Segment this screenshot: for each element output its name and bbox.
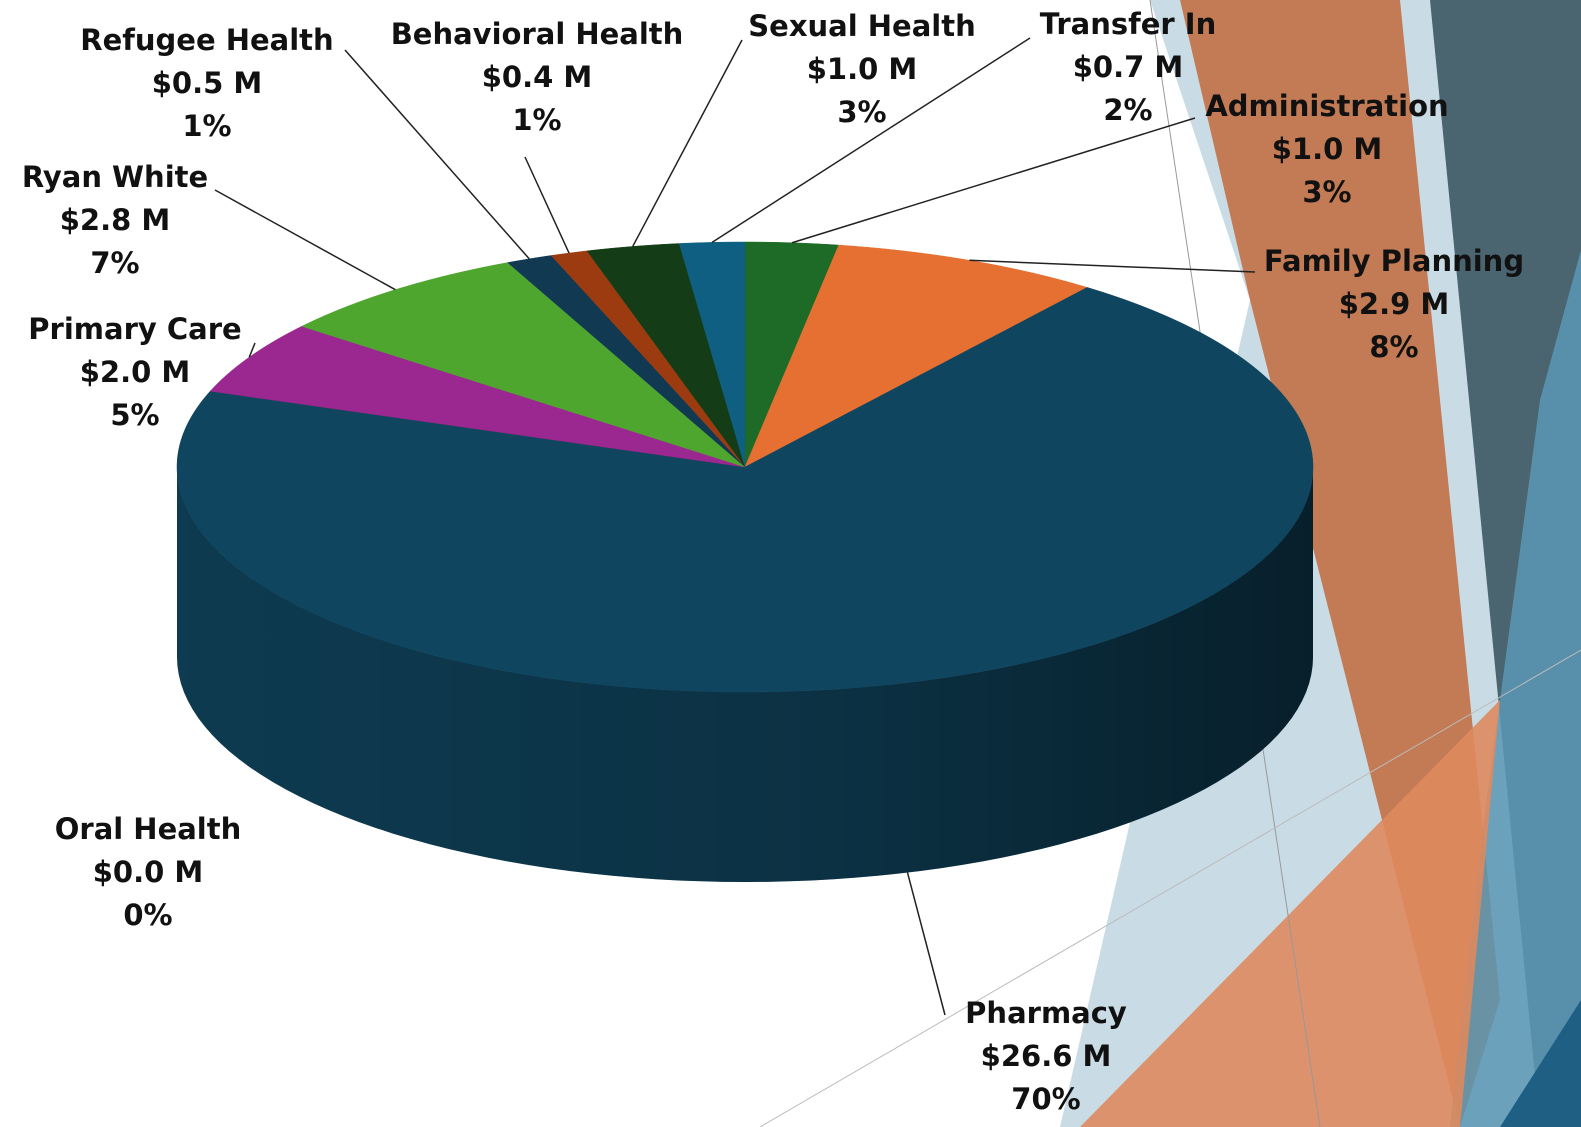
pie-slice (744, 244, 1088, 468)
background-decoration (759, 0, 1581, 1127)
value-label: $0.7 M (1073, 50, 1184, 84)
leader-line (632, 39, 743, 247)
percent-label: 1% (182, 109, 231, 143)
value-label: $26.6 M (981, 1039, 1112, 1073)
percent-label: 7% (90, 246, 139, 280)
percent-label: 5% (110, 398, 159, 432)
leader-line (344, 49, 530, 260)
leader-line (524, 156, 570, 254)
value-label: $2.8 M (60, 203, 171, 237)
value-label: $1.0 M (1272, 132, 1383, 166)
percent-label: 0% (123, 898, 172, 932)
labels: Administration $1.0 M 3% Family Planning $2.… (22, 7, 1524, 1116)
percent-label: 2% (1103, 93, 1152, 127)
leader-line (214, 189, 396, 291)
value-label: $2.9 M (1339, 287, 1450, 321)
category-label: Ryan White (22, 160, 208, 194)
pie-slice (176, 287, 1314, 693)
category-label: Pharmacy (965, 996, 1127, 1030)
category-label: Primary Care (28, 312, 241, 346)
leader-line (791, 117, 1196, 244)
pie-slice (678, 241, 746, 468)
category-label: Refugee Health (80, 23, 333, 57)
percent-label: 70% (1011, 1082, 1080, 1116)
value-label: $1.0 M (807, 52, 918, 86)
category-label: Oral Health (55, 812, 242, 846)
value-label: $0.0 M (93, 855, 204, 889)
category-label: Administration (1205, 89, 1448, 123)
pie-slice (586, 243, 746, 468)
value-label: $2.0 M (80, 355, 191, 389)
category-label: Family Planning (1264, 244, 1524, 278)
percent-label: 1% (512, 103, 561, 137)
category-label: Sexual Health (748, 9, 975, 43)
percent-label: 3% (837, 95, 886, 129)
pie-slice (301, 262, 746, 468)
leader-line (969, 259, 1256, 273)
pie-slice (209, 326, 746, 468)
category-label: Behavioral Health (391, 17, 684, 51)
category-label: Transfer In (1040, 7, 1217, 41)
pie-side-shade (177, 467, 1313, 882)
value-label: $0.4 M (482, 60, 593, 94)
leader-line (711, 37, 1031, 244)
leader-line (248, 342, 256, 358)
pie-slice (507, 255, 746, 468)
pie (176, 241, 1314, 882)
percent-label: 3% (1302, 175, 1351, 209)
leader-line (906, 872, 946, 1016)
percent-label: 8% (1369, 330, 1418, 364)
value-label: $0.5 M (152, 66, 263, 100)
